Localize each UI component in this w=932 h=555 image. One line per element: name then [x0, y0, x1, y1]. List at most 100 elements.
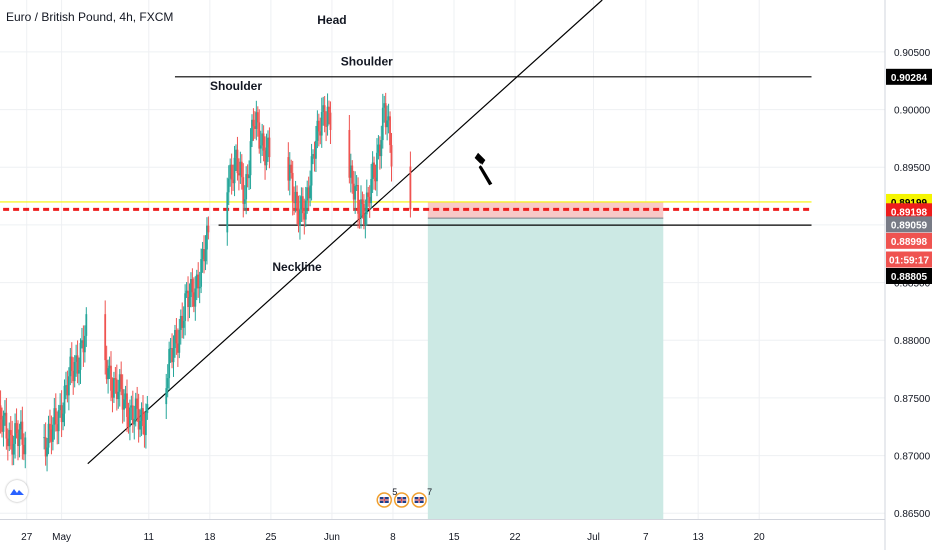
candle-body: [199, 287, 201, 289]
price-label: 0.90284: [891, 73, 928, 84]
short-position-tool[interactable]: [428, 202, 663, 519]
take-profit-zone: [428, 218, 663, 519]
x-tick-label: 20: [754, 532, 766, 543]
candle-body: [257, 112, 259, 122]
candle-body: [184, 293, 186, 321]
candle-body: [302, 196, 304, 213]
horizontal-lines[interactable]: [0, 77, 812, 225]
x-tick-label: 22: [509, 532, 521, 543]
candle-body: [55, 408, 57, 424]
candle-body: [176, 330, 178, 343]
y-tick-label: 0.87500: [894, 394, 931, 405]
candle-body: [133, 419, 135, 425]
candle-body: [299, 210, 301, 226]
candle-body: [370, 179, 372, 203]
candle-body: [311, 156, 313, 185]
candle-body: [231, 165, 233, 180]
candle-body: [49, 424, 51, 430]
candle-body: [241, 162, 243, 177]
y-tick-label: 0.87000: [894, 452, 931, 463]
candle-body: [330, 113, 332, 130]
candle-body: [318, 121, 320, 132]
candle-body: [78, 370, 80, 374]
candle-body: [226, 192, 228, 232]
x-tick-label: 13: [693, 532, 705, 543]
candle-body: [351, 166, 353, 184]
candle-body: [139, 421, 141, 430]
candle-body: [110, 366, 112, 391]
x-tick-label: May: [52, 532, 71, 543]
candle-body: [24, 438, 26, 455]
x-tick-label: 11: [144, 532, 155, 543]
candle-body: [74, 362, 76, 381]
candle-body: [367, 193, 369, 197]
candle-body: [410, 167, 412, 210]
candle-body: [71, 357, 73, 371]
x-tick-label: 27: [21, 532, 33, 543]
candle-body: [0, 405, 1, 419]
candle-body: [207, 226, 209, 233]
candle-body: [126, 393, 128, 417]
candle-body: [376, 153, 378, 181]
candle-body: [228, 179, 230, 193]
tradingview-logo-icon[interactable]: [6, 480, 28, 502]
candle-body: [380, 140, 382, 156]
candle-body: [296, 192, 298, 209]
neckline-label: Neckline: [272, 260, 322, 274]
candle-body: [136, 399, 138, 409]
candle-body: [373, 163, 375, 178]
candle-body: [389, 116, 391, 145]
candle-body: [107, 368, 109, 379]
candle-body: [258, 122, 260, 148]
candle-body: [386, 120, 388, 127]
candle-body: [68, 376, 70, 395]
candle-body: [354, 186, 356, 199]
candle-body: [104, 314, 106, 360]
candle-body: [146, 404, 148, 413]
candle-body: [80, 343, 82, 370]
candle-body: [129, 408, 131, 427]
candle-body: [197, 275, 199, 289]
candle-body: [328, 107, 330, 113]
candle-body: [123, 399, 125, 409]
candle-body: [260, 145, 262, 148]
candle-body: [309, 186, 311, 199]
candle-body: [19, 429, 21, 446]
candle-body: [168, 349, 170, 378]
candle-body: [5, 413, 7, 439]
price-label: 0.89059: [891, 220, 928, 231]
candle-body: [269, 138, 271, 157]
candle-body: [183, 321, 185, 328]
candle-body: [16, 423, 18, 433]
candle-body: [324, 105, 326, 126]
candle-body: [315, 141, 317, 159]
candle-body: [194, 288, 196, 306]
candle-body: [292, 173, 294, 201]
candle-body: [64, 386, 66, 414]
x-tick-label: Jun: [324, 532, 340, 543]
head-label: Head: [317, 13, 346, 27]
chart-title: Euro / British Pound, 4h, FXCM: [6, 10, 173, 24]
candle-body: [58, 410, 60, 431]
candle-body: [253, 120, 255, 126]
x-tick-label: 18: [204, 532, 216, 543]
candle-body: [192, 279, 194, 292]
candle-body: [382, 108, 384, 140]
candle-body: [200, 259, 202, 287]
cursor: [474, 152, 493, 186]
candle-body: [167, 378, 169, 388]
y-tick-label: 0.89500: [894, 163, 931, 174]
candle-body: [189, 297, 191, 307]
candle-body: [364, 214, 366, 224]
candle-body: [357, 185, 359, 214]
candle-body: [250, 141, 252, 175]
candle-body: [266, 148, 268, 166]
price-label: 0.88805: [891, 272, 928, 283]
candle-body: [205, 249, 207, 261]
y-tick-label: 0.86500: [894, 509, 931, 520]
event-count: 7: [427, 487, 432, 497]
price-label: 0.88998: [891, 237, 928, 248]
